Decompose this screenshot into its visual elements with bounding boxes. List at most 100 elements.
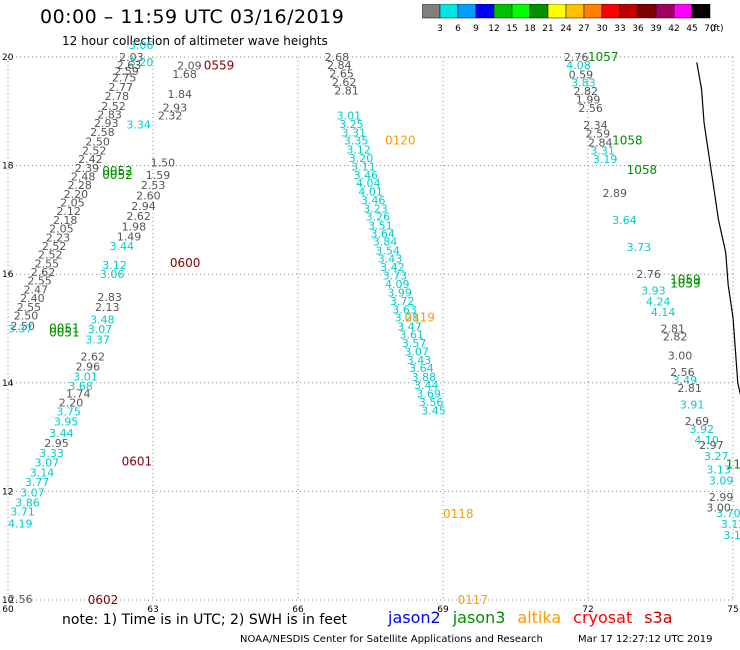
time-label: 0601 (122, 455, 153, 469)
data-point: 2.99 (709, 491, 734, 504)
data-point: 2.78 (105, 90, 129, 103)
data-point: 2.59 (586, 128, 611, 141)
data-point: 0.59 (569, 68, 594, 81)
time-label: 0118 (443, 507, 474, 521)
data-point: 2.83 (97, 109, 122, 122)
colorbar-label: 70 (704, 24, 716, 34)
data-point: 2.96 (76, 361, 101, 374)
data-point: 3.35 (344, 135, 369, 148)
data-point: 3.12 (721, 518, 740, 531)
data-point: 2.82 (574, 85, 599, 98)
data-point: 3.1 (723, 529, 740, 542)
colorbar-label: 15 (506, 24, 517, 34)
time-label: 1058 (627, 163, 658, 177)
data-point: 2.97 (699, 439, 724, 452)
data-point: 1.98 (122, 220, 147, 233)
data-point: 2.40 (20, 292, 45, 305)
colorbar-label: 18 (524, 24, 536, 34)
data-point: 2.62 (31, 266, 56, 279)
data-point: 2.12 (56, 205, 80, 218)
data-point: 3.42 (380, 261, 405, 274)
data-point: 3.46 (361, 194, 386, 207)
x-tick-label: 60 (2, 605, 14, 615)
data-point: 3.23 (363, 202, 388, 215)
data-point: 3.92 (690, 423, 715, 436)
colorbar-swatch (691, 4, 711, 19)
colorbar-label: 12 (488, 24, 499, 34)
data-point: 1.74 (66, 388, 91, 401)
data-point: 2.62 (126, 210, 150, 223)
data-point: 2.34 (583, 119, 608, 132)
satellite-name: altika (517, 608, 562, 627)
x-tick-label: 63 (147, 605, 158, 615)
data-point: 3.44 (414, 379, 439, 392)
data-point: 3.06 (129, 39, 154, 52)
data-point: 3.69 (416, 388, 441, 401)
data-point: 2.05 (60, 197, 84, 210)
data-point: 3.73 (383, 269, 408, 282)
data-point: 2.81 (677, 382, 702, 395)
data-point: 3.27 (704, 450, 729, 463)
data-point: 2.48 (71, 170, 96, 183)
data-point: 3.12 (346, 143, 371, 156)
colorbar-label: 30 (596, 24, 608, 34)
data-point: 3.26 (366, 211, 391, 224)
colorbar-label: 21 (542, 24, 553, 34)
time-label: 0119 (404, 311, 435, 325)
colorbar-label: 33 (614, 24, 625, 34)
data-point: 2.76 (636, 268, 661, 281)
x-tick-label: 69 (437, 605, 449, 615)
time-label: 0051 (49, 325, 80, 339)
data-point: 3.47 (397, 320, 422, 333)
colorbar-unit: (ft) (710, 24, 724, 34)
data-point: 3.99 (387, 287, 412, 300)
data-point: 3.20 (349, 152, 374, 165)
colorbar-label: 39 (650, 24, 662, 34)
data-point: 3.63 (392, 303, 417, 316)
data-point: 4.10 (694, 434, 719, 447)
data-point: 4.04 (356, 177, 381, 190)
data-point: 2.28 (67, 179, 92, 192)
data-point: 2.84 (327, 59, 352, 72)
data-point: 1.99 (576, 93, 601, 106)
data-point: 3.31 (590, 144, 615, 157)
data-point: 3.71 (10, 505, 35, 518)
generated-timestamp: Mar 17 12:27:12 UTC 2019 (578, 634, 713, 645)
data-point: 3.28 (395, 312, 420, 325)
data-point: 3.43 (407, 354, 432, 367)
data-point: 3.44 (110, 240, 135, 253)
data-point: 3.07 (88, 323, 113, 336)
data-point: 4.24 (646, 295, 671, 308)
time-label: 0051 (49, 322, 80, 336)
chart-title: 00:00 – 11:59 UTC 03/16/2019 (40, 6, 345, 28)
satellite-name: cryosat (573, 608, 633, 627)
data-point: 2.62 (332, 76, 357, 89)
data-point: 2.89 (603, 187, 628, 200)
data-point: 2.56 (670, 366, 695, 379)
data-point: 4.14 (651, 306, 676, 319)
data-point: 3.64 (371, 227, 396, 240)
time-label: 0602 (88, 593, 119, 607)
colorbar-label: 42 (668, 24, 679, 34)
data-point: 2.55 (35, 257, 60, 270)
data-point: 2.93 (94, 117, 119, 130)
data-point: 2.82 (663, 331, 688, 344)
time-label: 1059 (670, 273, 701, 287)
data-point: 3.31 (342, 126, 367, 139)
chart-subtitle: 12 hour collection of altimeter wave hei… (62, 34, 328, 48)
data-point: 3.00 (668, 350, 693, 363)
satellite-name: s3a (644, 608, 673, 627)
data-point: 3.43 (378, 252, 403, 265)
time-label: 0052 (102, 168, 133, 182)
data-point: 3.83 (571, 77, 596, 90)
data-point: 2.81 (661, 323, 686, 336)
colorbar-label: 24 (560, 24, 572, 34)
data-point: 3.12 (102, 259, 127, 272)
time-label: 11 (726, 457, 740, 471)
data-point: 2.53 (141, 179, 166, 192)
footer-note: note: 1) Time is in UTC; 2) SWH is in fe… (62, 612, 348, 628)
data-point: 2.56 (578, 102, 603, 115)
data-point: 2.39 (75, 162, 100, 175)
data-point: 3.19 (593, 153, 618, 166)
